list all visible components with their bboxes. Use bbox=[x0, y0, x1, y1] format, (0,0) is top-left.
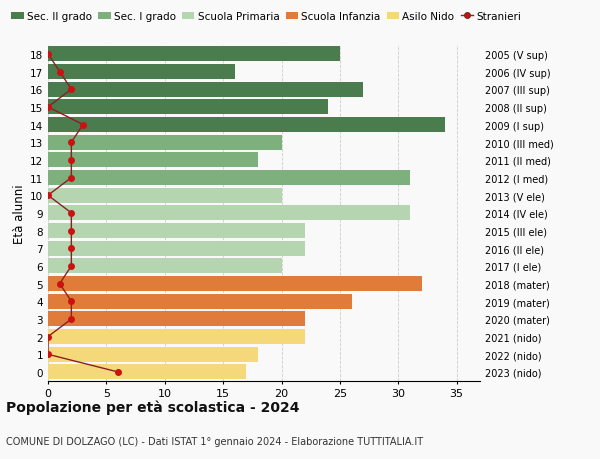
Bar bbox=[48, 330, 305, 344]
Bar bbox=[48, 47, 340, 62]
Bar bbox=[48, 224, 305, 239]
Bar bbox=[48, 171, 410, 185]
Bar bbox=[48, 276, 422, 291]
Y-axis label: Età alunni: Età alunni bbox=[13, 184, 26, 243]
Bar bbox=[48, 364, 247, 380]
Bar bbox=[48, 135, 281, 151]
Bar bbox=[48, 188, 281, 203]
Bar bbox=[48, 347, 258, 362]
Bar bbox=[48, 83, 363, 97]
Bar bbox=[48, 65, 235, 80]
Bar bbox=[48, 153, 258, 168]
Bar bbox=[48, 294, 352, 309]
Bar bbox=[48, 259, 281, 274]
Bar bbox=[48, 118, 445, 133]
Text: Popolazione per età scolastica - 2024: Popolazione per età scolastica - 2024 bbox=[6, 399, 299, 414]
Bar bbox=[48, 312, 305, 327]
Legend: Sec. II grado, Sec. I grado, Scuola Primaria, Scuola Infanzia, Asilo Nido, Stran: Sec. II grado, Sec. I grado, Scuola Prim… bbox=[11, 12, 521, 22]
Text: COMUNE DI DOLZAGO (LC) - Dati ISTAT 1° gennaio 2024 - Elaborazione TUTTITALIA.IT: COMUNE DI DOLZAGO (LC) - Dati ISTAT 1° g… bbox=[6, 436, 423, 446]
Bar bbox=[48, 100, 328, 115]
Bar bbox=[48, 241, 305, 256]
Bar bbox=[48, 206, 410, 221]
